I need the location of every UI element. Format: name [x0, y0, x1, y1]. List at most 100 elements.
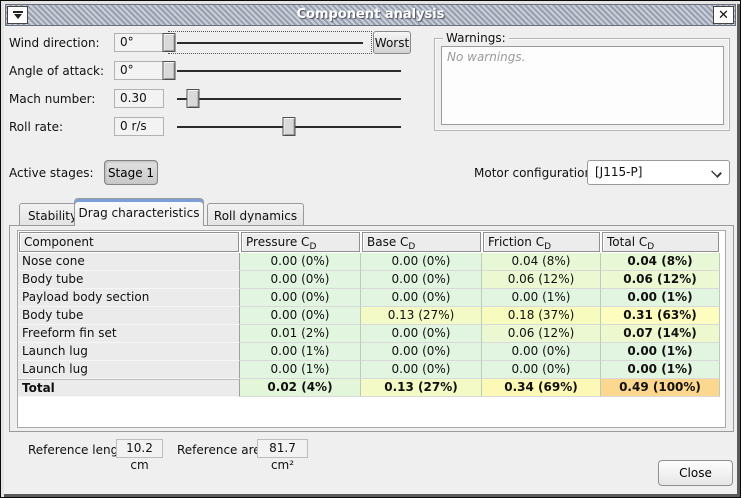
friction-cd-cell: 0.00 (1%) [482, 289, 601, 307]
drag-characteristics-panel: Component Pressure CD Base CD Friction C… [9, 225, 734, 432]
window-menu-icon [12, 11, 23, 19]
component-cell: Launch lug [18, 343, 240, 361]
tab-roll-dynamics[interactable]: Roll dynamics [207, 203, 304, 227]
slider-thumb[interactable] [282, 117, 296, 136]
pressure-cd-cell: 0.00 (0%) [240, 307, 361, 325]
total-cd-cell: 0.00 (1%) [601, 361, 720, 379]
pressure-cd-cell: 0.00 (1%) [240, 343, 361, 361]
friction-cd-cell: 0.06 (12%) [482, 325, 601, 343]
active-stages-label: Active stages: [9, 166, 94, 180]
friction-cd-cell: 0.00 (0%) [482, 361, 601, 379]
warnings-list: No warnings. [441, 46, 724, 125]
slider-thumb[interactable] [162, 61, 176, 80]
col-header-total-cd[interactable]: Total CD [602, 232, 719, 252]
mach-number-slider[interactable] [169, 88, 409, 109]
component-cell: Launch lug [18, 361, 240, 379]
total-cd-cell: 0.00 (1%) [601, 289, 720, 307]
motor-configuration-label: Motor configuration: [474, 166, 597, 180]
window-title: Component analysis [296, 7, 445, 22]
total-cd-cell: 0.49 (100%) [601, 379, 720, 397]
total-cd-cell: 0.31 (63%) [601, 307, 720, 325]
pressure-cd-cell: 0.00 (0%) [240, 253, 361, 271]
col-header-component[interactable]: Component [19, 232, 239, 252]
reference-area-value: 81.7 cm² [257, 439, 308, 472]
component-cell: Body tube [18, 271, 240, 289]
base-cd-cell: 0.13 (27%) [361, 379, 482, 397]
component-cell: Body tube [18, 307, 240, 325]
total-cd-cell: 0.04 (8%) [601, 253, 720, 271]
base-cd-cell: 0.13 (27%) [361, 307, 482, 325]
mach-number-value: 0.30 [114, 89, 164, 108]
roll-rate-label: Roll rate: [9, 120, 64, 134]
table-row: Nose cone 0.00 (0%) 0.00 (0%) 0.04 (8%) … [18, 253, 725, 271]
component-cell: Payload body section [18, 289, 240, 307]
table-row: Body tube 0.00 (0%) 0.00 (0%) 0.06 (12%)… [18, 271, 725, 289]
table-total-row: Total 0.02 (4%) 0.13 (27%) 0.34 (69%) 0.… [18, 379, 725, 397]
warnings-group: Warnings: No warnings. [434, 31, 730, 131]
slider-thumb[interactable] [162, 33, 176, 52]
component-cell: Total [18, 379, 240, 397]
reference-length-value: 10.2 cm [116, 439, 163, 472]
wind-direction-label: Wind direction: [9, 36, 100, 50]
pressure-cd-cell: 0.00 (0%) [240, 289, 361, 307]
table-row: Payload body section 0.00 (0%) 0.00 (0%)… [18, 289, 725, 307]
base-cd-cell: 0.00 (0%) [361, 361, 482, 379]
friction-cd-cell: 0.00 (0%) [482, 343, 601, 361]
window-close-button[interactable]: ✕ [713, 6, 734, 24]
friction-cd-cell: 0.04 (8%) [482, 253, 601, 271]
motor-configuration-value: [J115-P] [595, 165, 643, 179]
total-cd-cell: 0.06 (12%) [601, 271, 720, 289]
base-cd-cell: 0.00 (0%) [361, 289, 482, 307]
reference-length-label: Reference length: [28, 443, 135, 457]
stage1-toggle-button[interactable]: Stage 1 [104, 160, 158, 185]
close-button[interactable]: Close [658, 460, 733, 486]
friction-cd-cell: 0.18 (37%) [482, 307, 601, 325]
component-cell: Freeform fin set [18, 325, 240, 343]
table-row: Body tube 0.00 (0%) 0.13 (27%) 0.18 (37%… [18, 307, 725, 325]
col-header-base-cd[interactable]: Base CD [362, 232, 481, 252]
slider-track [177, 70, 401, 72]
no-warnings-text: No warnings. [447, 50, 526, 64]
window-menu-button[interactable] [7, 6, 28, 24]
base-cd-cell: 0.00 (0%) [361, 253, 482, 271]
component-cell: Nose cone [18, 253, 240, 271]
angle-of-attack-slider[interactable] [162, 60, 409, 81]
angle-of-attack-value: 0° [114, 61, 164, 80]
friction-cd-cell: 0.06 (12%) [482, 271, 601, 289]
slider-thumb[interactable] [186, 89, 200, 108]
roll-rate-slider[interactable] [169, 116, 409, 137]
wind-direction-value: 0° [114, 33, 164, 52]
friction-cd-cell: 0.34 (69%) [482, 379, 601, 397]
roll-rate-value: 0 r/s [114, 117, 164, 136]
chevron-down-icon [712, 168, 720, 176]
table-row: Launch lug 0.00 (1%) 0.00 (0%) 0.00 (0%)… [18, 361, 725, 379]
base-cd-cell: 0.00 (0%) [361, 325, 482, 343]
table-row: Launch lug 0.00 (1%) 0.00 (0%) 0.00 (0%)… [18, 343, 725, 361]
total-cd-cell: 0.00 (1%) [601, 343, 720, 361]
pressure-cd-cell: 0.02 (4%) [240, 379, 361, 397]
base-cd-cell: 0.00 (0%) [361, 343, 482, 361]
tab-drag-characteristics[interactable]: Drag characteristics [74, 198, 204, 226]
reference-area-label: Reference area: [177, 443, 273, 457]
close-icon: ✕ [718, 7, 729, 23]
base-cd-cell: 0.00 (0%) [361, 271, 482, 289]
wind-direction-slider[interactable] [162, 31, 372, 54]
worst-button[interactable]: Worst [373, 31, 411, 54]
total-cd-cell: 0.07 (14%) [601, 325, 720, 343]
col-header-friction-cd[interactable]: Friction CD [483, 232, 600, 252]
table-scrollpane: Component Pressure CD Base CD Friction C… [17, 230, 726, 428]
slider-track [177, 98, 401, 100]
pressure-cd-cell: 0.00 (1%) [240, 361, 361, 379]
motor-configuration-select[interactable]: [J115-P] [587, 160, 730, 185]
angle-of-attack-label: Angle of attack: [9, 64, 105, 78]
warnings-title: Warnings: [443, 31, 509, 45]
slider-track [177, 42, 363, 44]
pressure-cd-cell: 0.00 (0%) [240, 271, 361, 289]
table-header-row: Component Pressure CD Base CD Friction C… [18, 231, 725, 253]
pressure-cd-cell: 0.01 (2%) [240, 325, 361, 343]
table-row: Freeform fin set 0.01 (2%) 0.00 (0%) 0.0… [18, 325, 725, 343]
mach-number-label: Mach number: [9, 92, 96, 106]
titlebar[interactable]: Component analysis ✕ [5, 4, 736, 26]
col-header-pressure-cd[interactable]: Pressure CD [241, 232, 360, 252]
